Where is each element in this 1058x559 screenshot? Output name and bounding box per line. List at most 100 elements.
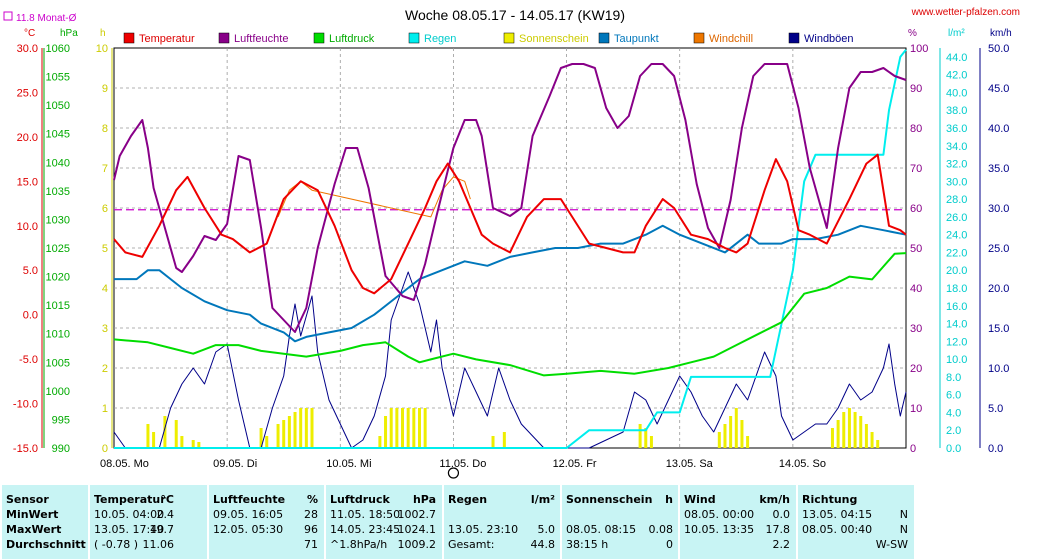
tick-hum: 90 <box>910 83 922 95</box>
weather-chart: Woche 08.05.17 - 14.05.17 (KW19) www.wet… <box>3 7 1020 479</box>
chart-title: Woche 08.05.17 - 14.05.17 (KW19) <box>405 7 625 23</box>
table-cell: 10.05. 04:00 <box>94 508 165 521</box>
tick-hum: 60 <box>910 203 922 215</box>
x-tick-label: 12.05. Fr <box>553 458 597 470</box>
table-value: 11.06 <box>142 538 175 551</box>
tick-rain: 0.0 <box>946 443 961 455</box>
tick-press: 1055 <box>46 72 70 84</box>
tick-sun: 0 <box>102 443 108 455</box>
tick-temp: 5.0 <box>23 265 38 277</box>
sunshine-bar <box>853 412 857 448</box>
sunshine-bar <box>276 424 280 448</box>
sunshine-bar <box>282 420 286 448</box>
legend-swatch <box>693 32 705 44</box>
tick-hum: 50 <box>910 243 922 255</box>
table-unit: km/h <box>759 493 790 506</box>
table-column <box>444 485 560 559</box>
table-cell: 13.05. 23:10 <box>448 523 519 536</box>
unit-label-rain: l/m² <box>948 28 965 39</box>
tick-rain: 12.0 <box>946 336 967 348</box>
tick-press: 1035 <box>46 186 70 198</box>
table-cell: 10.05. 13:35 <box>684 523 755 536</box>
unit-label-sun: h <box>100 28 106 39</box>
tick-hum: 70 <box>910 163 922 175</box>
unit-label-press: hPa <box>60 28 78 39</box>
table-cell: 08.05. 08:15 <box>566 523 637 536</box>
tick-rain: 20.0 <box>946 265 967 277</box>
table-value: N <box>899 508 908 521</box>
sunshine-bar <box>310 408 314 448</box>
tick-temp: 15.0 <box>17 176 38 188</box>
table-cell: 08.05. 00:00 <box>684 508 755 521</box>
sunshine-bar <box>723 424 727 448</box>
table-value: 2.2 <box>772 538 791 551</box>
sunshine-bar <box>304 408 308 448</box>
sunshine-bar <box>830 428 834 448</box>
tick-wind: 20.0 <box>988 283 1009 295</box>
unit-label-wind: km/h <box>990 28 1012 39</box>
sunshine-bar <box>389 408 393 448</box>
table-value: 2.4 <box>156 508 175 521</box>
tick-rain: 42.0 <box>946 70 967 82</box>
tick-wind: 40.0 <box>988 123 1009 135</box>
table-cell: ( -0.78 ) <box>94 538 139 551</box>
stats-table: Sensor MinWert MaxWert Durchschnitt Temperat… <box>0 485 1058 559</box>
legend-label: Regen <box>424 33 456 45</box>
sunshine-bar <box>644 428 648 448</box>
table-value: 5.0 <box>537 523 556 536</box>
tick-sun: 5 <box>102 243 108 255</box>
sunshine-bar <box>197 442 201 448</box>
unit-label-hum: % <box>908 28 917 39</box>
tick-wind: 30.0 <box>988 203 1009 215</box>
table-unit: °C <box>160 493 174 506</box>
x-tick-label: 14.05. So <box>779 458 826 470</box>
tick-sun: 4 <box>102 283 108 295</box>
table-cell: 13.05. 17:40 <box>94 523 165 536</box>
sunshine-bar <box>406 408 410 448</box>
table-value: 1009.2 <box>397 538 437 551</box>
tick-press: 1010 <box>46 329 70 341</box>
tick-rain: 8.0 <box>946 372 961 384</box>
sunshine-bar <box>191 440 195 448</box>
sunshine-bar <box>502 432 506 448</box>
sunshine-bar <box>746 436 750 448</box>
tick-sun: 2 <box>102 363 108 375</box>
series-windchill <box>277 176 471 218</box>
website-label: www.wetter-pfalzen.com <box>911 7 1020 18</box>
sunshine-bar <box>299 408 303 448</box>
tick-press: 1045 <box>46 129 70 141</box>
table-value: 0.08 <box>648 523 674 536</box>
tick-press: 1060 <box>46 43 70 55</box>
table-cell: 12.05. 05:30 <box>213 523 284 536</box>
table-column <box>562 485 678 559</box>
table-column <box>798 485 914 559</box>
series-taupunkt <box>114 224 907 343</box>
sunshine-bar <box>412 408 416 448</box>
legend-label: Windchill <box>709 33 753 45</box>
tick-wind: 0.0 <box>988 443 1003 455</box>
table-value: 28 <box>304 508 318 521</box>
tick-sun: 3 <box>102 323 108 335</box>
legend-swatch <box>598 32 610 44</box>
tick-press: 995 <box>52 414 70 426</box>
tick-hum: 30 <box>910 323 922 335</box>
legend-swatch <box>218 32 230 44</box>
tick-rain: 40.0 <box>946 87 967 99</box>
tick-rain: 38.0 <box>946 105 967 117</box>
sunshine-bar <box>174 420 178 448</box>
table-header: Luftfeuchte <box>213 493 286 506</box>
series-luftdruck <box>113 252 907 377</box>
table-value: 44.8 <box>530 538 556 551</box>
sunshine-bar <box>152 432 156 448</box>
x-tick-label: 10.05. Mi <box>326 458 371 470</box>
x-tick-label: 09.05. Di <box>213 458 257 470</box>
table-cell: 38:15 h <box>566 538 609 551</box>
sunshine-bar <box>734 408 738 448</box>
tick-temp: -5.0 <box>19 354 38 366</box>
tick-press: 1030 <box>46 214 70 226</box>
tick-rain: 32.0 <box>946 159 967 171</box>
tick-press: 1025 <box>46 243 70 255</box>
tick-wind: 5.0 <box>988 403 1003 415</box>
tick-rain: 26.0 <box>946 212 967 224</box>
tick-wind: 10.0 <box>988 363 1009 375</box>
